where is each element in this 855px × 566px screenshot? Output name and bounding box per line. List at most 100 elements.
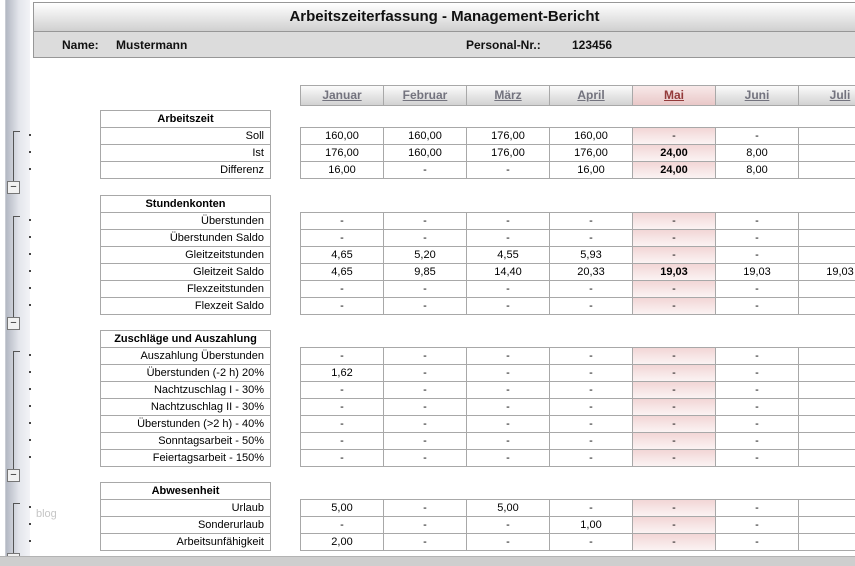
data-cell[interactable]: - <box>466 398 550 416</box>
data-cell[interactable]: - <box>466 212 550 230</box>
data-cell[interactable]: - <box>383 381 467 399</box>
month-header-cell[interactable]: Januar <box>300 85 384 106</box>
data-cell[interactable]: - <box>632 364 716 382</box>
data-cell[interactable]: 160,00 <box>549 127 633 145</box>
data-cell[interactable]: 160,00 <box>383 144 467 162</box>
data-cell[interactable]: - <box>632 533 716 551</box>
data-cell[interactable]: - <box>300 398 384 416</box>
data-cell[interactable]: - <box>715 347 799 365</box>
data-cell[interactable]: 4,65 <box>300 246 384 264</box>
data-cell[interactable] <box>798 297 855 315</box>
data-cell[interactable]: - <box>383 364 467 382</box>
data-cell[interactable]: - <box>632 516 716 534</box>
data-cell[interactable]: - <box>715 297 799 315</box>
data-cell[interactable]: 8,00 <box>715 144 799 162</box>
data-cell[interactable]: 1,62 <box>300 364 384 382</box>
data-cell[interactable]: - <box>549 449 633 467</box>
data-cell[interactable] <box>798 229 855 247</box>
data-cell[interactable]: - <box>383 280 467 298</box>
data-cell[interactable]: - <box>300 381 384 399</box>
data-cell[interactable]: - <box>466 161 550 179</box>
data-cell[interactable]: 160,00 <box>300 127 384 145</box>
data-cell[interactable]: - <box>715 212 799 230</box>
data-cell[interactable]: - <box>632 297 716 315</box>
data-cell[interactable]: - <box>632 229 716 247</box>
data-cell[interactable]: 176,00 <box>549 144 633 162</box>
data-cell[interactable]: - <box>549 499 633 517</box>
data-cell[interactable]: - <box>383 212 467 230</box>
data-cell[interactable] <box>798 246 855 264</box>
data-cell[interactable] <box>798 516 855 534</box>
data-cell[interactable]: - <box>300 449 384 467</box>
data-cell[interactable]: 16,00 <box>300 161 384 179</box>
data-cell[interactable]: - <box>715 246 799 264</box>
data-cell[interactable]: - <box>300 280 384 298</box>
data-cell[interactable]: - <box>466 449 550 467</box>
data-cell[interactable]: - <box>549 415 633 433</box>
data-cell[interactable]: 20,33 <box>549 263 633 281</box>
data-cell[interactable]: - <box>466 364 550 382</box>
data-cell[interactable]: - <box>549 364 633 382</box>
data-cell[interactable] <box>798 212 855 230</box>
data-cell[interactable]: 160,00 <box>383 127 467 145</box>
collapse-group-button[interactable]: − <box>7 469 20 482</box>
data-cell[interactable]: 176,00 <box>466 127 550 145</box>
data-cell[interactable] <box>798 144 855 162</box>
collapse-group-button[interactable]: − <box>7 181 20 194</box>
data-cell[interactable]: 5,00 <box>466 499 550 517</box>
data-cell[interactable]: - <box>383 161 467 179</box>
data-cell[interactable]: - <box>383 432 467 450</box>
data-cell[interactable]: - <box>632 212 716 230</box>
data-cell[interactable]: 4,55 <box>466 246 550 264</box>
data-cell[interactable]: - <box>300 347 384 365</box>
data-cell[interactable]: - <box>632 381 716 399</box>
month-header-cell[interactable]: Februar <box>383 85 467 106</box>
data-cell[interactable]: - <box>300 415 384 433</box>
data-cell[interactable]: 5,20 <box>383 246 467 264</box>
data-cell[interactable]: 4,65 <box>300 263 384 281</box>
data-cell[interactable]: - <box>383 229 467 247</box>
data-cell[interactable]: - <box>632 432 716 450</box>
month-header-cell[interactable]: März <box>466 85 550 106</box>
data-cell[interactable]: - <box>549 381 633 399</box>
data-cell[interactable]: 176,00 <box>466 144 550 162</box>
data-cell[interactable] <box>798 499 855 517</box>
collapse-group-button[interactable]: − <box>7 317 20 330</box>
data-cell[interactable]: - <box>383 516 467 534</box>
data-cell[interactable]: 16,00 <box>549 161 633 179</box>
data-cell[interactable]: 8,00 <box>715 161 799 179</box>
data-cell[interactable]: - <box>466 381 550 399</box>
data-cell[interactable]: - <box>466 415 550 433</box>
data-cell[interactable]: - <box>715 127 799 145</box>
month-header-cell[interactable]: Juli <box>798 85 855 106</box>
month-header-cell[interactable]: Mai <box>632 85 716 106</box>
data-cell[interactable]: - <box>715 280 799 298</box>
data-cell[interactable]: - <box>466 533 550 551</box>
data-cell[interactable]: - <box>632 347 716 365</box>
data-cell[interactable]: - <box>383 499 467 517</box>
data-cell[interactable]: - <box>466 280 550 298</box>
data-cell[interactable] <box>798 533 855 551</box>
data-cell[interactable]: - <box>383 415 467 433</box>
data-cell[interactable]: - <box>632 449 716 467</box>
data-cell[interactable]: - <box>715 499 799 517</box>
data-cell[interactable]: 176,00 <box>300 144 384 162</box>
data-cell[interactable] <box>798 415 855 433</box>
data-cell[interactable]: - <box>715 432 799 450</box>
data-cell[interactable]: - <box>632 499 716 517</box>
data-cell[interactable]: - <box>715 449 799 467</box>
data-cell[interactable]: - <box>715 516 799 534</box>
data-cell[interactable]: 14,40 <box>466 263 550 281</box>
data-cell[interactable]: - <box>549 347 633 365</box>
data-cell[interactable]: - <box>632 246 716 264</box>
data-cell[interactable]: - <box>549 229 633 247</box>
data-cell[interactable]: - <box>715 398 799 416</box>
data-cell[interactable] <box>798 398 855 416</box>
data-cell[interactable]: - <box>300 516 384 534</box>
data-cell[interactable]: - <box>383 347 467 365</box>
data-cell[interactable]: - <box>632 398 716 416</box>
data-cell[interactable]: 24,00 <box>632 161 716 179</box>
data-cell[interactable]: - <box>549 533 633 551</box>
data-cell[interactable]: 24,00 <box>632 144 716 162</box>
data-cell[interactable]: - <box>715 381 799 399</box>
